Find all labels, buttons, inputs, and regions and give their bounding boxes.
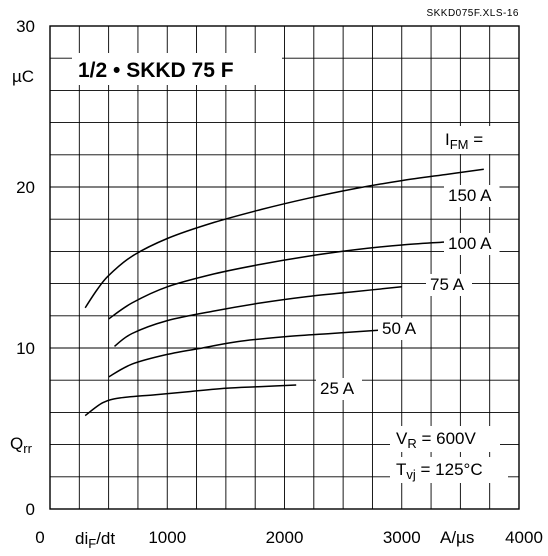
chart-title: 1/2 • SKKD 75 F: [78, 59, 234, 82]
x-tick-label: 4000: [505, 528, 543, 547]
legend-header-sub: FM: [450, 137, 469, 152]
annotation-vr-background: [390, 426, 500, 452]
annotation-tvj: Tvj = 125°C: [396, 460, 483, 482]
legend-header-suffix: =: [469, 130, 484, 149]
series-line-75a: [114, 286, 402, 347]
x-tick-label: 2000: [266, 528, 304, 547]
x-axis-unit: A/µs: [440, 528, 474, 547]
x-tick-labels: 0 1000 2000 3000 4000: [35, 528, 543, 547]
series-label-background: [444, 233, 500, 255]
series-group: [84, 168, 484, 417]
y-axis-unit: µC: [12, 67, 34, 86]
series-line-150a: [84, 168, 484, 309]
series-label-100a: 100 A: [448, 234, 492, 253]
x-axis-label-suffix: /dt: [96, 529, 115, 548]
annotation-vr: VR = 600V: [396, 429, 476, 451]
series-label-150a: 150 A: [448, 186, 492, 205]
x-axis-label-main: di: [75, 529, 88, 548]
annotation-vr-main: V: [396, 429, 408, 448]
title-background: [72, 53, 282, 85]
series-label-background: [378, 318, 424, 340]
y-axis-label-sub: rr: [23, 441, 32, 456]
x-axis-label: diF/dt: [75, 529, 115, 551]
plot-frame: [49, 25, 520, 510]
series-label-50a: 50 A: [382, 319, 417, 338]
x-axis-label-sub: F: [88, 536, 96, 551]
annotation-tvj-background: [390, 457, 508, 483]
legend-header-background: [441, 126, 513, 154]
annotation-tvj-suffix: = 125°C: [416, 460, 483, 479]
annotation-vr-sub: R: [407, 436, 416, 451]
series-labels: 150 A 100 A 75 A 50 A 25 A: [316, 185, 500, 400]
chart-reference: SKKD075F.XLS-16: [426, 8, 519, 19]
series-label-25a: 25 A: [320, 379, 355, 398]
series-label-background: [426, 274, 472, 296]
legend-header-main: I: [445, 130, 450, 149]
series-label-background: [316, 378, 362, 400]
y-tick-label: 10: [16, 339, 35, 358]
annotation-tvj-sub: vj: [406, 467, 416, 482]
series-label-background: [444, 185, 500, 207]
annotation-tvj-main: T: [396, 460, 406, 479]
x-tick-label: 0: [35, 528, 44, 547]
x-tick-label: 1000: [148, 528, 186, 547]
y-axis-label-main: Q: [10, 434, 23, 453]
series-line-50a: [108, 329, 379, 378]
y-tick-labels: 0 10 20 30: [16, 17, 35, 519]
legend-header: IFM =: [445, 130, 483, 152]
series-line-25a: [84, 384, 297, 417]
series-line-100a: [108, 239, 461, 320]
x-tick-label: 3000: [383, 528, 421, 547]
y-tick-label: 30: [16, 17, 35, 36]
y-tick-label: 0: [26, 500, 35, 519]
y-tick-label: 20: [16, 178, 35, 197]
y-axis-label: Qrr: [10, 434, 33, 456]
annotation-vr-suffix: = 600V: [417, 429, 477, 448]
series-label-75a: 75 A: [430, 275, 465, 294]
